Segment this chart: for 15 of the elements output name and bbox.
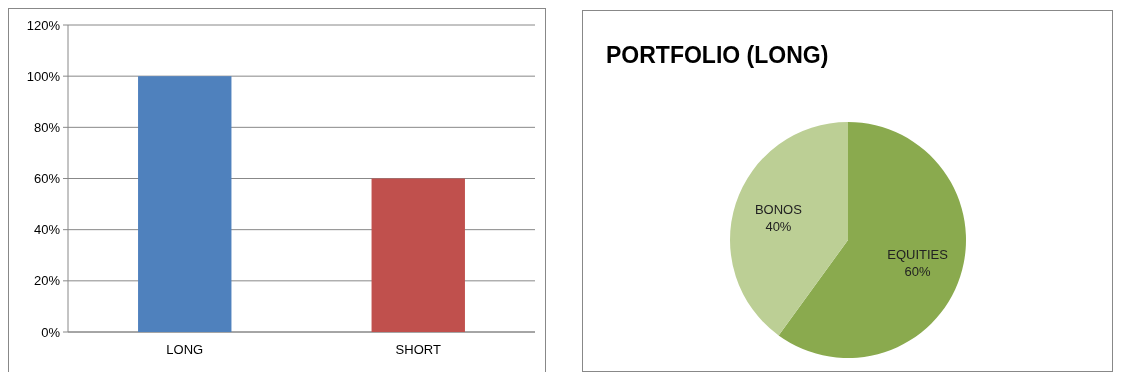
x-tick-label: LONG (166, 342, 204, 357)
data-label: 60% (904, 264, 932, 280)
data-label: 40% (765, 218, 792, 234)
y-tick-label: 0% (41, 324, 61, 340)
y-tick-label: 120% (26, 17, 61, 33)
y-tick-label: 100% (26, 68, 61, 84)
x-tick-label: SHORT (395, 342, 441, 357)
y-tick-label: 80% (33, 119, 61, 135)
slice-label: EQUITIES (887, 247, 949, 263)
y-tick-label: 40% (33, 222, 61, 238)
chart-title: PORTFOLIO (LONG) (606, 42, 829, 68)
pie-slice (730, 122, 848, 336)
y-tick-label: 60% (33, 171, 61, 187)
slice-label: BONOS (754, 201, 803, 217)
y-tick-label: 20% (33, 273, 61, 289)
